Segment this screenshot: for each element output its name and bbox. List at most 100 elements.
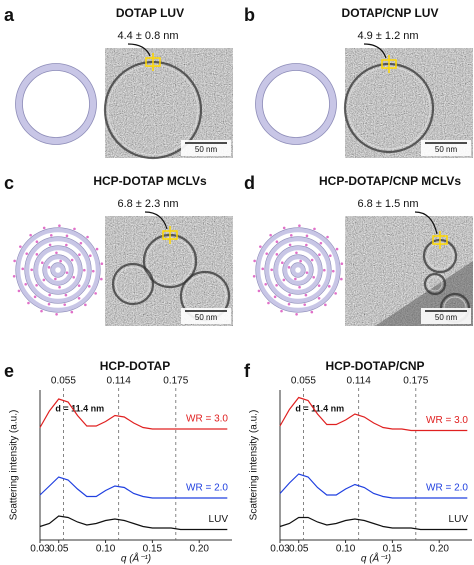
polymer-dot bbox=[305, 234, 309, 238]
polymer-dot bbox=[312, 275, 315, 279]
vesicle-image bbox=[427, 276, 443, 292]
polymer-dot bbox=[63, 303, 67, 306]
series-label: WR = 3.0 bbox=[426, 415, 468, 426]
polymer-dot bbox=[298, 285, 301, 289]
polymer-dot bbox=[282, 278, 286, 282]
polymer-dot bbox=[275, 283, 278, 287]
measurement: 4.9 ± 1.2 nm bbox=[357, 30, 418, 42]
polymer-dot bbox=[305, 243, 308, 247]
micrograph bbox=[345, 48, 473, 158]
membrane-outline bbox=[255, 63, 337, 145]
polymer-dot bbox=[72, 275, 75, 279]
polymer-dot bbox=[269, 233, 272, 237]
lamella bbox=[50, 262, 66, 278]
panel-letter: d bbox=[244, 173, 255, 193]
pointer-arrow bbox=[144, 211, 168, 230]
lamella-outline bbox=[282, 254, 314, 286]
polymer-dot bbox=[82, 268, 86, 272]
series-label: LUV bbox=[449, 514, 469, 525]
lamella bbox=[255, 227, 341, 313]
x-tick-label: 0.15 bbox=[383, 544, 403, 555]
polymer-dot bbox=[257, 289, 261, 293]
x-tick-label: 0.05 bbox=[289, 544, 309, 555]
scale-bar-label: 50 nm bbox=[435, 145, 458, 154]
polymer-dot bbox=[340, 277, 343, 281]
reference-label: 0.175 bbox=[403, 376, 428, 387]
x-tick-label: 0.20 bbox=[429, 544, 449, 555]
polymer-dot bbox=[91, 269, 95, 273]
x-tick-label: 0.10 bbox=[336, 544, 356, 555]
polymer-dot bbox=[319, 241, 323, 245]
lamella bbox=[15, 227, 101, 313]
lamella bbox=[290, 262, 306, 278]
scale-bar-label: 50 nm bbox=[195, 313, 218, 322]
reference-label: 0.114 bbox=[347, 376, 372, 387]
polymer-dot bbox=[252, 274, 256, 278]
polymer-dot bbox=[289, 234, 293, 237]
lamella-outline bbox=[24, 236, 92, 304]
polymer-dot bbox=[65, 243, 68, 247]
polymer-dot bbox=[35, 283, 38, 287]
polymer-dot bbox=[317, 284, 321, 287]
polymer-dot bbox=[30, 268, 34, 272]
vesicle-image bbox=[111, 262, 155, 306]
polymer-dot bbox=[335, 247, 339, 251]
polymer-dot bbox=[17, 289, 21, 293]
polymer-dot bbox=[100, 262, 104, 266]
pointer-arrow bbox=[363, 43, 387, 59]
polymer-dot bbox=[288, 293, 291, 297]
polymer-dot bbox=[264, 282, 268, 286]
membrane-outline bbox=[15, 63, 97, 145]
polymer-dot bbox=[73, 227, 76, 231]
polymer-dot bbox=[58, 224, 61, 228]
polymer-dot bbox=[86, 235, 89, 239]
annotation: d = 11.4 nm bbox=[295, 403, 344, 413]
polymer-dot bbox=[331, 269, 335, 273]
polymer-dot bbox=[24, 282, 28, 286]
lamella-outline bbox=[255, 227, 341, 313]
chart-title: HCP-DOTAP bbox=[100, 359, 170, 373]
lamella-outline bbox=[42, 254, 74, 286]
chart-title: HCP-DOTAP/CNP bbox=[325, 359, 424, 373]
lamella bbox=[24, 236, 92, 304]
lamella bbox=[273, 245, 323, 295]
panel-title: HCP-DOTAP/CNP MCLVs bbox=[319, 174, 461, 188]
series-label: WR = 2.0 bbox=[426, 483, 468, 494]
polymer-dot bbox=[310, 310, 314, 314]
polymer-dot bbox=[294, 277, 297, 281]
polymer-dot bbox=[88, 254, 92, 258]
lamella-outline bbox=[15, 227, 101, 313]
x-tick-label: 0.03 bbox=[30, 544, 50, 555]
panel-letter: b bbox=[244, 5, 255, 25]
polymer-dot bbox=[265, 252, 269, 255]
series-label: LUV bbox=[209, 514, 229, 525]
polymer-dot bbox=[64, 293, 68, 297]
polymer-dot bbox=[287, 302, 291, 306]
polymer-dot bbox=[25, 252, 29, 255]
scale-bar-label: 50 nm bbox=[435, 313, 458, 322]
polymer-dot bbox=[100, 277, 103, 281]
polymer-dot bbox=[324, 303, 327, 307]
polymer-dot bbox=[77, 297, 81, 300]
measurement: 6.8 ± 1.5 nm bbox=[357, 198, 418, 210]
scattering-curve bbox=[39, 398, 228, 430]
panel-letter: e bbox=[4, 361, 14, 381]
polymer-dot bbox=[326, 235, 329, 239]
vesicle-schematic bbox=[15, 63, 97, 145]
pointer-arrow bbox=[127, 43, 151, 57]
polymer-dot bbox=[54, 277, 57, 281]
vesicle-image bbox=[115, 266, 151, 302]
polymer-dot bbox=[42, 226, 46, 230]
y-axis-label: Scattering intensity (a.u.) bbox=[249, 410, 260, 521]
polymer-dot bbox=[295, 312, 298, 316]
polymer-dot bbox=[267, 301, 270, 305]
polymer-dot bbox=[79, 241, 83, 245]
scattering-curve bbox=[279, 516, 468, 531]
lamella bbox=[264, 236, 332, 304]
polymer-dot bbox=[298, 224, 301, 228]
polymer-dot bbox=[299, 259, 302, 263]
scale-bar-box bbox=[181, 140, 231, 156]
polymer-dot bbox=[327, 285, 331, 288]
scattering-curve bbox=[39, 515, 228, 531]
polymer-dot bbox=[282, 226, 286, 230]
